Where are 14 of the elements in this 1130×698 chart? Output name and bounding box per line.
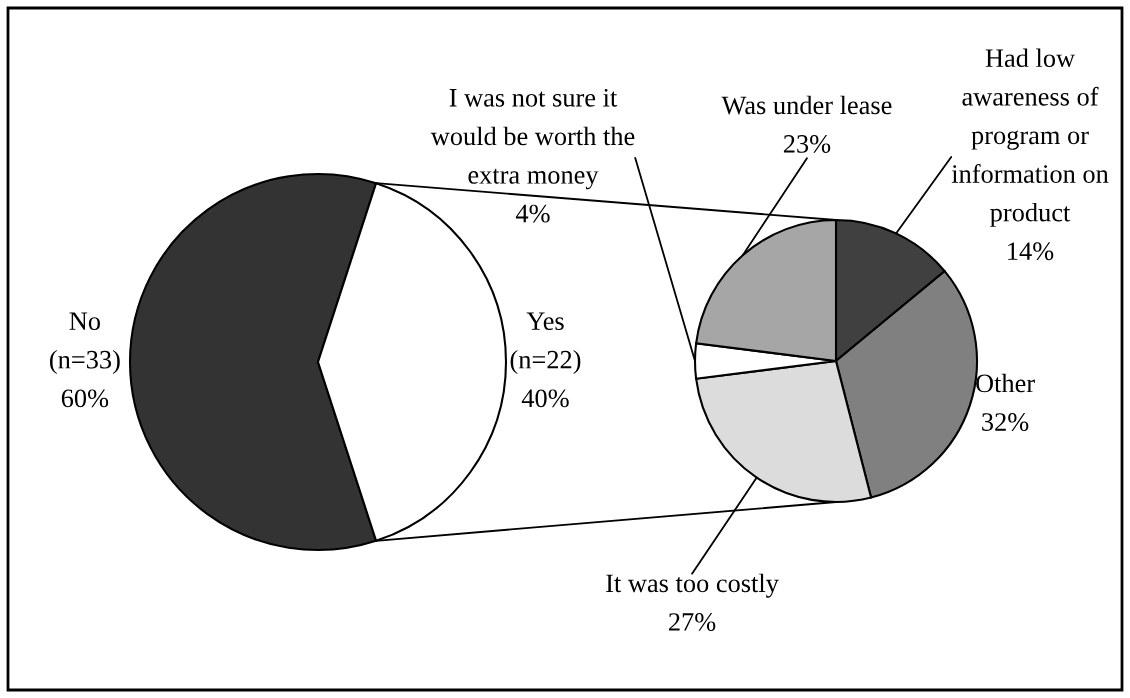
data-label: 4% [515,204,550,223]
data-label: 23% [783,135,831,153]
slice-label: It was too costly [606,573,779,598]
data-label: 14% [1008,242,1054,261]
data-label: 40% [521,389,569,408]
slice-label: Yes (n=22) [510,312,581,374]
data-label: 27% [669,613,716,631]
slice-label: I was not sure it would be worth the extra money [430,88,635,190]
data-label: 32% [982,413,1029,431]
data-label: 60% [61,389,109,408]
slice-label: No (n=33) [50,312,120,374]
slice-label: Had low awareness of program or information on product [951,48,1109,227]
slice-label: Other [976,373,1035,393]
slice-label: Was under lease [721,95,892,115]
